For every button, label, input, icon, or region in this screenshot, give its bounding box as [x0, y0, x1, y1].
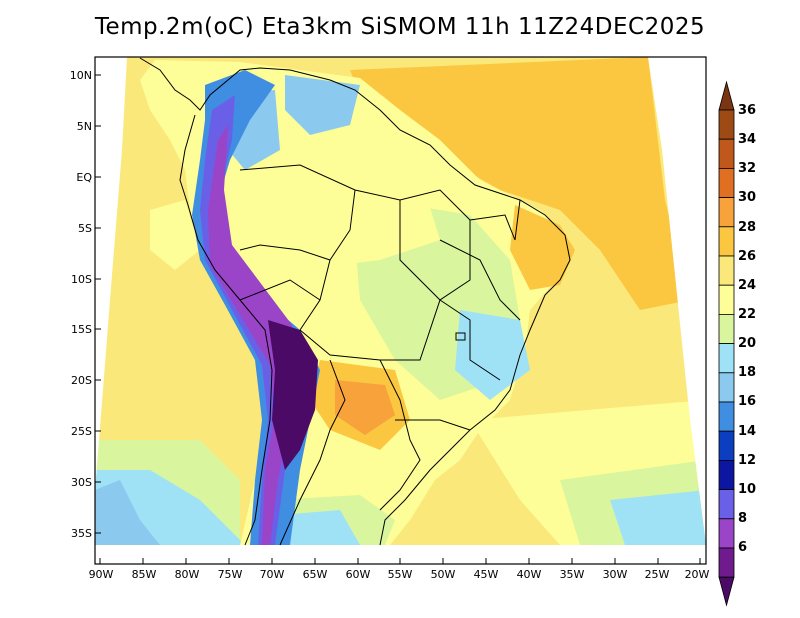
lon-label: 70W	[260, 568, 285, 581]
colorbar-label: 6	[738, 540, 747, 555]
longitude-labels: 90W 85W 80W 75W 70W 65W 60W 55W 50W 45W …	[89, 568, 710, 581]
colorbar-segment	[718, 313, 735, 344]
patagonia-cyan	[275, 510, 360, 545]
colorbar-segment	[718, 489, 735, 520]
state-border-f	[239, 279, 321, 301]
south-atlantic-cyan	[610, 490, 706, 545]
lon-label: 25W	[645, 568, 670, 581]
lon-label: 30W	[603, 568, 628, 581]
colorbar-segment	[718, 459, 735, 490]
state-border-c	[329, 189, 356, 261]
colorbar-label: 36	[738, 103, 756, 118]
map-frame	[94, 56, 707, 565]
lon-label: 85W	[132, 568, 157, 581]
lat-label: 30S	[71, 476, 92, 489]
colorbar-label: 12	[738, 453, 756, 468]
colorbar-label: 32	[738, 161, 756, 176]
axis-ticks	[95, 74, 701, 564]
colorbar-label: 18	[738, 365, 756, 380]
lon-label: 80W	[175, 568, 200, 581]
colorbar-segment	[718, 518, 735, 549]
colorbar-segment	[718, 109, 735, 140]
political-boundaries	[139, 57, 571, 546]
colorbar-segment	[718, 343, 735, 374]
highlands-cool	[455, 310, 530, 400]
lat-label: 10N	[70, 69, 92, 82]
colorbar-labels: 36 34 32 30 28 26 24 22 20 18 16 14 12 1…	[738, 103, 756, 555]
lat-label: EQ	[76, 171, 92, 184]
lat-label: 5N	[77, 120, 92, 133]
lon-label: 50W	[431, 568, 456, 581]
lon-label: 65W	[303, 568, 328, 581]
lat-label: 5S	[78, 222, 92, 235]
brasilia-district	[455, 332, 466, 341]
lat-label: 10S	[71, 273, 92, 286]
brazil-border	[239, 164, 471, 361]
amazon-region	[240, 160, 440, 270]
lon-label: 55W	[388, 568, 413, 581]
warm-atlantic-region	[350, 57, 690, 310]
state-border-e	[469, 199, 521, 241]
lat-label: 20S	[71, 374, 92, 387]
lat-label: 35S	[71, 527, 92, 540]
colorbar-label: 28	[738, 220, 756, 235]
colorbar-label: 20	[738, 336, 756, 351]
colorbar-max-arrow	[718, 80, 735, 111]
colorbar-segments	[718, 80, 735, 607]
colorbar-label: 14	[738, 424, 756, 439]
lon-label: 20W	[685, 568, 710, 581]
colorbar-segment	[718, 284, 735, 315]
colorbar-segment	[718, 255, 735, 286]
map-panel	[95, 57, 706, 564]
state-border-b	[439, 299, 501, 381]
colorbar-label: 34	[738, 132, 756, 147]
colorbar-label: 10	[738, 482, 756, 497]
colorbar-min-arrow	[718, 576, 735, 607]
state-border-a	[439, 239, 521, 321]
state-border-g	[395, 419, 471, 431]
uruguay-border	[379, 359, 421, 511]
state-border-d	[399, 200, 441, 301]
guiana-highlands-cool	[285, 75, 360, 135]
colorbar-label: 24	[738, 278, 756, 293]
colorbar-label: 8	[738, 511, 747, 526]
bolivia-peru-border	[239, 244, 331, 331]
lat-label: 15S	[71, 323, 92, 336]
colorbar-segment	[718, 197, 735, 228]
colorbar-segment	[718, 401, 735, 432]
andes-very-cold-band	[208, 125, 300, 545]
colorbar: 36 34 32 30 28 26 24 22 20 18 16 14 12 1…	[718, 80, 756, 607]
colorbar-segment	[718, 430, 735, 461]
colorbar-segment	[718, 226, 735, 257]
latitude-labels: 10N 5N EQ 5S 10S 15S 20S 25S 30S 35S	[70, 69, 93, 540]
chaco-hot-region	[335, 380, 395, 435]
lon-label: 40W	[517, 568, 542, 581]
lon-label: 75W	[218, 568, 243, 581]
lon-label: 35W	[560, 568, 585, 581]
colorbar-label: 22	[738, 307, 756, 322]
lon-label: 60W	[346, 568, 371, 581]
argentina-chile-border	[279, 359, 346, 546]
northeast-warm-region	[510, 205, 575, 290]
altiplano-coldest	[268, 320, 318, 470]
map-title: Temp.2m(oC) Eta3km SiSMOM 11h 11Z24DEC20…	[94, 14, 706, 40]
colorbar-segment	[718, 167, 735, 198]
pacific-light-patch	[150, 200, 200, 270]
colorbar-label: 30	[738, 190, 756, 205]
colorbar-segment	[718, 547, 735, 578]
colorbar-segment	[718, 372, 735, 403]
lat-label: 25S	[71, 425, 92, 438]
east-coastline	[139, 57, 571, 546]
colorbar-label: 16	[738, 394, 756, 409]
colorbar-label: 26	[738, 249, 756, 264]
lon-label: 90W	[89, 568, 114, 581]
lon-label: 45W	[474, 568, 499, 581]
colorbar-segment	[718, 138, 735, 169]
pacific-blue-region	[95, 480, 160, 545]
south-america-landmass	[140, 60, 570, 545]
